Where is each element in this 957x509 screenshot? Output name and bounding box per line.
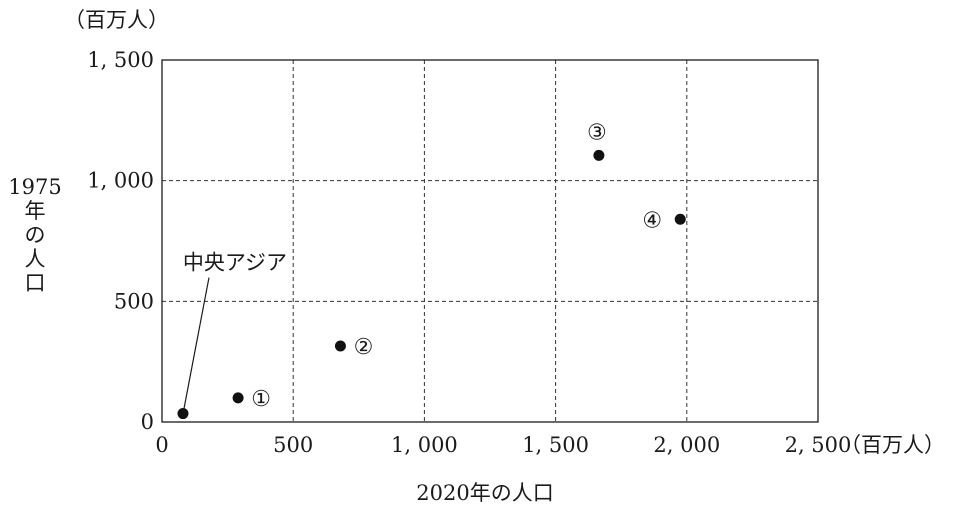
data-point	[334, 340, 346, 352]
y-tick-label: 1, 500	[87, 48, 154, 72]
y-tick-label: 0	[141, 410, 154, 434]
y-tick-label: 500	[114, 289, 154, 313]
y-unit-label: （百万人）	[64, 8, 169, 32]
callout-leader-line	[183, 277, 210, 409]
y-axis-title: 1975 年 の 人 口	[8, 175, 61, 295]
tick-labels: 0 500 1, 000 1, 500 2, 000 2, 500 0 500 1, 000 1,…	[87, 48, 851, 457]
x-tick-label: 0	[155, 433, 168, 457]
data-label: ④	[642, 208, 662, 233]
data-label: ①	[251, 387, 271, 412]
y-axis-title-line: 年	[25, 199, 46, 223]
x-tick-label: 2, 000	[653, 433, 720, 457]
data-label: ②	[354, 335, 374, 360]
y-tick-label: 1, 000	[87, 169, 154, 193]
data-point	[177, 408, 189, 420]
x-unit-label: （百万人）	[840, 433, 945, 457]
x-tick-label: 1, 000	[391, 433, 458, 457]
data-point	[593, 149, 605, 161]
x-axis-title: 2020年の人口	[416, 481, 553, 505]
x-tick-label: 1, 500	[522, 433, 589, 457]
data-points: 中央アジア ① ② ③ ④	[177, 120, 686, 420]
y-axis-title-line: 口	[25, 271, 46, 295]
x-tick-label: 500	[273, 433, 313, 457]
data-label: 中央アジア	[183, 251, 287, 275]
y-axis-title-line: 1975	[8, 175, 61, 199]
grid-lines	[162, 60, 818, 422]
y-axis-title-line: 人	[25, 247, 46, 271]
x-tick-label: 2, 500	[785, 433, 852, 457]
y-axis-title-line: の	[25, 223, 46, 247]
plot-frame	[161, 59, 819, 423]
data-point	[232, 392, 244, 404]
data-label: ③	[587, 120, 607, 145]
data-point	[674, 213, 686, 225]
